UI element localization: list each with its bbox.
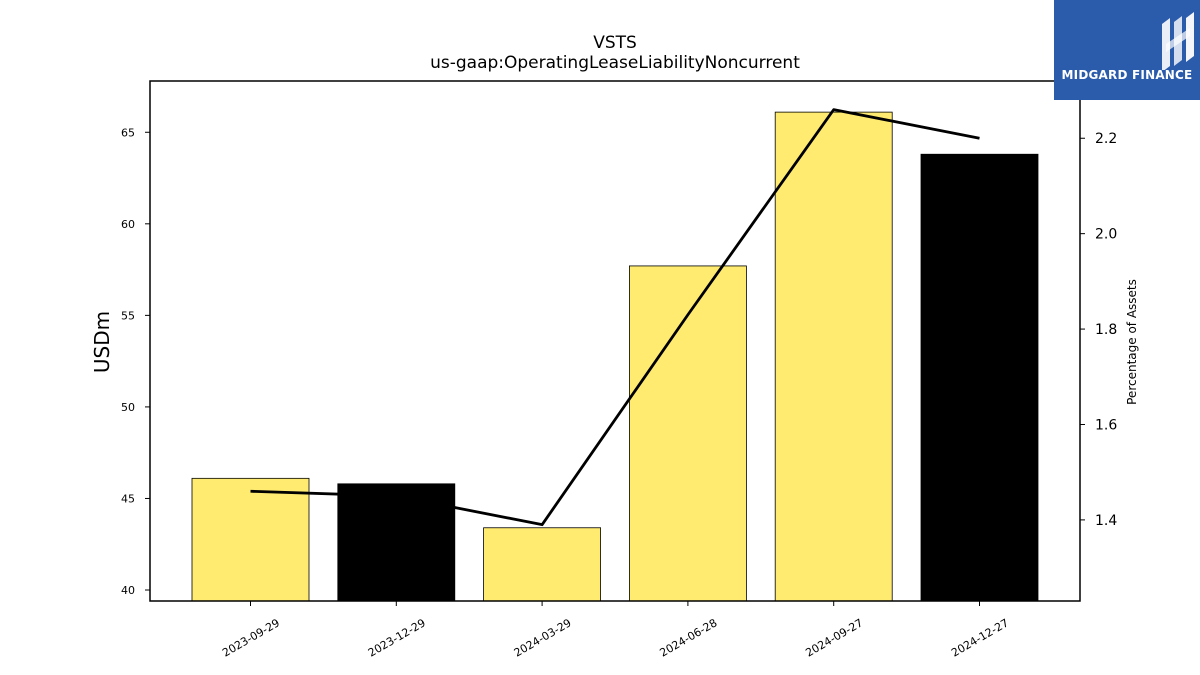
x-tick-label: 2023-09-29 xyxy=(220,616,282,659)
y-axis: 40 45 50 55 60 65 xyxy=(121,126,150,597)
x-tick-label: 2024-06-28 xyxy=(658,616,720,659)
y-tick-label: 50 xyxy=(121,401,135,414)
bar xyxy=(629,265,747,602)
y2-tick-label: 1.8 xyxy=(1095,322,1117,338)
y-tick-label: 65 xyxy=(121,126,135,139)
x-tick-label: 2023-12-29 xyxy=(366,616,428,659)
chart-subtitle: us-gaap:OperatingLeaseLiabilityNoncurren… xyxy=(430,53,800,73)
plot-frame xyxy=(149,80,1081,602)
chart-title: VSTS xyxy=(593,33,637,53)
y-tick-label: 55 xyxy=(121,309,135,322)
y-tick-label: 60 xyxy=(121,218,135,231)
y-tick-label: 40 xyxy=(121,584,135,597)
x-axis: 2023-09-29 2023-12-29 2024-03-29 2024-06-28… xyxy=(220,601,1011,660)
y2-tick-label: 2.0 xyxy=(1095,227,1117,243)
bar xyxy=(191,477,310,602)
y2-axis-label: Percentage of Assets xyxy=(1125,279,1139,405)
y2-tick-label: 1.4 xyxy=(1095,513,1117,529)
y-axis-label: USDm xyxy=(90,311,114,373)
brand-logo: MIDGARD FINANCE xyxy=(1054,0,1200,100)
logo-text: MIDGARD FINANCE xyxy=(1061,68,1193,82)
y2-axis: 1.4 1.6 1.8 2.0 2.2 xyxy=(1080,131,1117,529)
logo-mark-icon xyxy=(1162,12,1194,70)
line-group xyxy=(250,108,980,527)
x-tick-label: 2024-12-27 xyxy=(949,616,1011,659)
bar xyxy=(774,111,893,602)
bar xyxy=(920,153,1039,602)
bar xyxy=(337,483,456,602)
y2-tick-label: 1.6 xyxy=(1095,417,1117,433)
bar xyxy=(483,527,602,602)
x-tick-label: 2024-03-29 xyxy=(512,616,574,659)
y-tick-label: 45 xyxy=(121,492,135,505)
y2-tick-label: 2.2 xyxy=(1095,131,1117,147)
x-tick-label: 2024-09-27 xyxy=(803,616,865,659)
bars-group xyxy=(191,111,1039,602)
percentage-line xyxy=(250,108,980,527)
